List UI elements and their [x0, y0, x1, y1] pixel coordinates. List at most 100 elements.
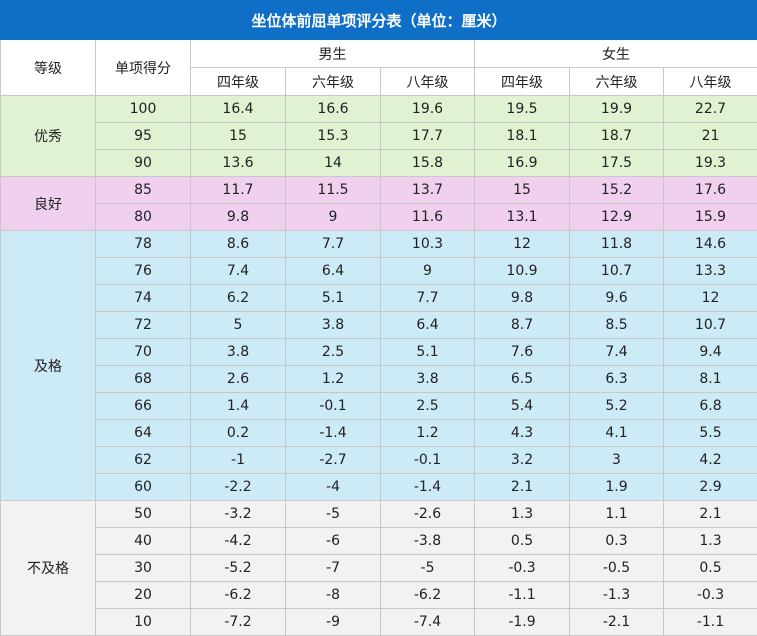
- value-cell: 2.9: [662, 473, 757, 501]
- value-cell: 19.5: [474, 95, 570, 123]
- value-cell: 16.9: [474, 149, 570, 177]
- value-cell: 8.7: [474, 311, 570, 339]
- value-cell: 15: [190, 122, 286, 150]
- table-row: 62 -1 -2.7 -0.1 3.2 3 4.2: [0, 446, 757, 474]
- value-cell: -7: [285, 554, 381, 582]
- value-cell: 9: [285, 203, 381, 231]
- grade-header: 等级: [0, 39, 96, 96]
- value-cell: -1.9: [474, 608, 570, 636]
- table-row: 40 -4.2 -6 -3.8 0.5 0.3 1.3: [0, 527, 757, 555]
- value-cell: 8.6: [190, 230, 286, 258]
- table-row: 68 2.6 1.2 3.8 6.5 6.3 8.1: [0, 365, 757, 393]
- value-cell: -7.4: [380, 608, 475, 636]
- value-cell: -1.1: [662, 608, 757, 636]
- value-cell: 7.4: [569, 338, 664, 366]
- value-cell: -2.1: [569, 608, 664, 636]
- value-cell: 19.3: [662, 149, 757, 177]
- value-cell: 12: [662, 284, 757, 312]
- value-cell: 4.3: [474, 419, 570, 447]
- value-cell: 19.9: [569, 95, 664, 123]
- table-row: 74 6.2 5.1 7.7 9.8 9.6 12: [0, 284, 757, 312]
- value-cell: 17.6: [662, 176, 757, 204]
- value-cell: 6.5: [474, 365, 570, 393]
- value-cell: 1.3: [474, 500, 570, 528]
- value-cell: 11.7: [190, 176, 286, 204]
- value-cell: 3.8: [190, 338, 286, 366]
- value-cell: 9.4: [662, 338, 757, 366]
- table-row: 80 9.8 9 11.6 13.1 12.9 15.9: [0, 203, 757, 231]
- value-cell: 21: [662, 122, 757, 150]
- value-cell: 2.6: [190, 365, 286, 393]
- value-cell: 7.7: [380, 284, 475, 312]
- value-cell: -1.3: [569, 581, 664, 609]
- value-cell: -2.2: [190, 473, 286, 501]
- value-cell: -9: [285, 608, 381, 636]
- table-row: 72 5 3.8 6.4 8.7 8.5 10.7: [0, 311, 757, 339]
- value-cell: 6.4: [285, 257, 381, 285]
- table-body: 优秀 100 16.4 16.6 19.6 19.5 19.9 22.7 95 15 15.3 17.…: [0, 95, 757, 636]
- value-cell: 5.2: [569, 392, 664, 420]
- value-cell: 1.3: [662, 527, 757, 555]
- table-row: 70 3.8 2.5 5.1 7.6 7.4 9.4: [0, 338, 757, 366]
- value-cell: 6.2: [190, 284, 286, 312]
- score-cell: 100: [95, 95, 191, 123]
- value-cell: 2.1: [474, 473, 570, 501]
- score-cell: 64: [95, 419, 191, 447]
- value-cell: 3.8: [380, 365, 475, 393]
- value-cell: 4.2: [662, 446, 757, 474]
- value-cell: 15.8: [380, 149, 475, 177]
- value-cell: -1: [190, 446, 286, 474]
- value-cell: 5.5: [662, 419, 757, 447]
- score-cell: 66: [95, 392, 191, 420]
- value-cell: 16.6: [285, 95, 381, 123]
- value-cell: -6.2: [380, 581, 475, 609]
- score-cell: 50: [95, 500, 191, 528]
- value-cell: 22.7: [662, 95, 757, 123]
- value-cell: 13.6: [190, 149, 286, 177]
- value-cell: 6.3: [569, 365, 664, 393]
- value-cell: 1.4: [190, 392, 286, 420]
- score-cell: 80: [95, 203, 191, 231]
- table-row: 60 -2.2 -4 -1.4 2.1 1.9 2.9: [0, 473, 757, 501]
- score-header: 单项得分: [95, 39, 191, 96]
- value-cell: 16.4: [190, 95, 286, 123]
- value-cell: 15: [474, 176, 570, 204]
- value-cell: 14: [285, 149, 381, 177]
- value-cell: 5: [190, 311, 286, 339]
- value-cell: 1.2: [380, 419, 475, 447]
- table-row: 良好 85 11.7 11.5 13.7 15 15.2 17.6: [0, 176, 757, 231]
- value-cell: 11.6: [380, 203, 475, 231]
- value-cell: 18.1: [474, 122, 570, 150]
- value-cell: -8: [285, 581, 381, 609]
- value-cell: -0.3: [662, 581, 757, 609]
- value-cell: 7.4: [190, 257, 286, 285]
- value-cell: 2.1: [662, 500, 757, 528]
- value-cell: 18.7: [569, 122, 664, 150]
- table-row: 90 13.6 14 15.8 16.9 17.5 19.3: [0, 149, 757, 177]
- table-row: 66 1.4 -0.1 2.5 5.4 5.2 6.8: [0, 392, 757, 420]
- value-cell: 7.7: [285, 230, 381, 258]
- value-cell: 13.3: [662, 257, 757, 285]
- table-row: 20 -6.2 -8 -6.2 -1.1 -1.3 -0.3: [0, 581, 757, 609]
- value-cell: 17.7: [380, 122, 475, 150]
- value-cell: -6.2: [190, 581, 286, 609]
- value-cell: -6: [285, 527, 381, 555]
- value-cell: 4.1: [569, 419, 664, 447]
- value-cell: -3.8: [380, 527, 475, 555]
- table-row: 不及格 50 -3.2 -5 -2.6 1.3 1.1 2.1: [0, 500, 757, 636]
- value-cell: -0.1: [285, 392, 381, 420]
- value-cell: 0.2: [190, 419, 286, 447]
- female-grade6-header: 六年级: [569, 67, 664, 96]
- score-cell: 20: [95, 581, 191, 609]
- male-grade8-header: 八年级: [380, 67, 475, 96]
- table-row: 及格 78 8.6 7.7 10.3 12 11.8 14.6: [0, 230, 757, 501]
- value-cell: 1.9: [569, 473, 664, 501]
- table-row: 95 15 15.3 17.7 18.1 18.7 21: [0, 122, 757, 150]
- score-cell: 76: [95, 257, 191, 285]
- value-cell: 3.2: [474, 446, 570, 474]
- value-cell: 1.1: [569, 500, 664, 528]
- value-cell: -1.1: [474, 581, 570, 609]
- value-cell: 3: [569, 446, 664, 474]
- value-cell: 9.6: [569, 284, 664, 312]
- value-cell: 6.8: [662, 392, 757, 420]
